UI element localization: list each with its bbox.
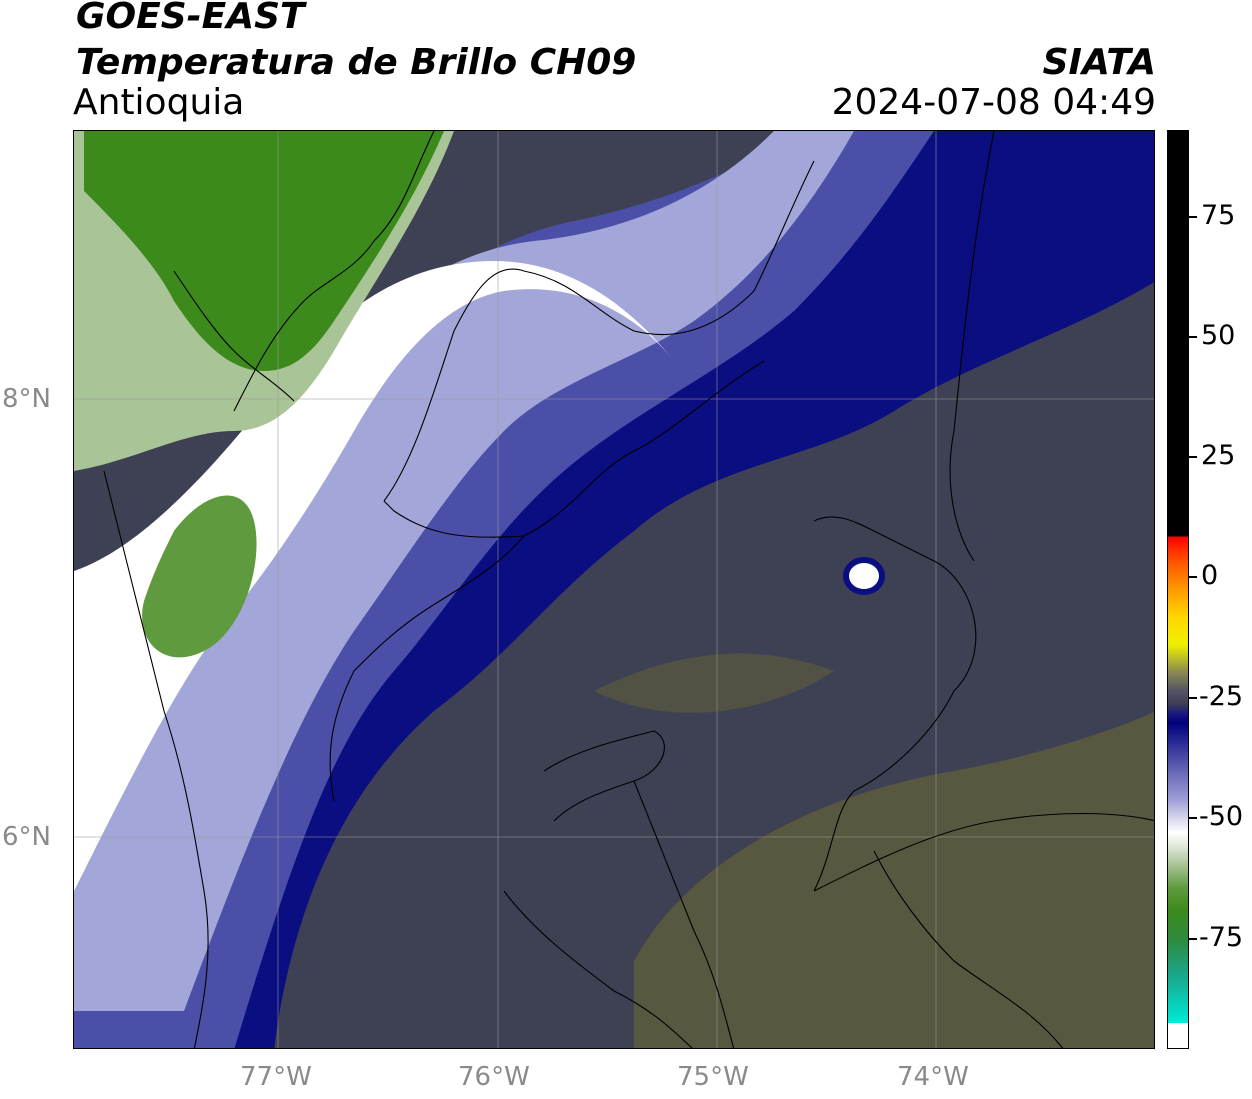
colorbar-label: -75: [1199, 922, 1244, 953]
colorbar-label: -50: [1199, 801, 1244, 832]
olive-region: [634, 711, 1154, 1048]
satellite-imagery: [74, 131, 1154, 1048]
satellite-title: GOES-EAST: [76, 0, 305, 37]
graticule: [74, 131, 1154, 1048]
colorbar-label: 0: [1201, 560, 1219, 591]
product-title: Temperatura de Brillo CH09: [76, 42, 637, 83]
map-area: [73, 130, 1155, 1049]
lon-label-74w: 74°W: [897, 1062, 969, 1092]
colorbar-tick: [1189, 817, 1197, 819]
light-blue-cloud: [74, 131, 854, 1011]
colorbar-tick: [1189, 456, 1197, 458]
brand-label: SIATA: [1042, 42, 1156, 83]
isolated-cold-cell: [843, 557, 885, 595]
region-subtitle: Antioquia: [73, 82, 245, 123]
colorbar-tick: [1189, 336, 1197, 338]
lon-label-76w: 76°W: [458, 1062, 530, 1092]
mid-blue-cloud: [74, 131, 934, 1048]
colorbar-tick: [1189, 938, 1197, 940]
datetime-label: 2024-07-08 04:49: [831, 82, 1156, 123]
deep-blue-cloud-band: [74, 131, 1154, 1048]
colorbar-label: -25: [1199, 681, 1244, 712]
green-dark-region: [84, 131, 444, 371]
lat-label-8n: 8°N: [2, 384, 51, 414]
green-patch-west: [142, 495, 257, 658]
colorbar-tick: [1189, 576, 1197, 578]
colorbar-tick: [1189, 216, 1197, 218]
olive-patch: [594, 653, 834, 713]
boundaries: [103, 131, 1154, 1048]
colorbar-tick: [1189, 697, 1197, 699]
temperature-colorbar: [1167, 130, 1189, 1049]
colorbar-label: 75: [1201, 200, 1236, 231]
lon-label-77w: 77°W: [240, 1062, 312, 1092]
colorbar-label: 50: [1201, 320, 1236, 351]
lat-label-6n: 6°N: [2, 822, 51, 852]
colorbar-label: 25: [1201, 440, 1236, 471]
lon-label-75w: 75°W: [677, 1062, 749, 1092]
